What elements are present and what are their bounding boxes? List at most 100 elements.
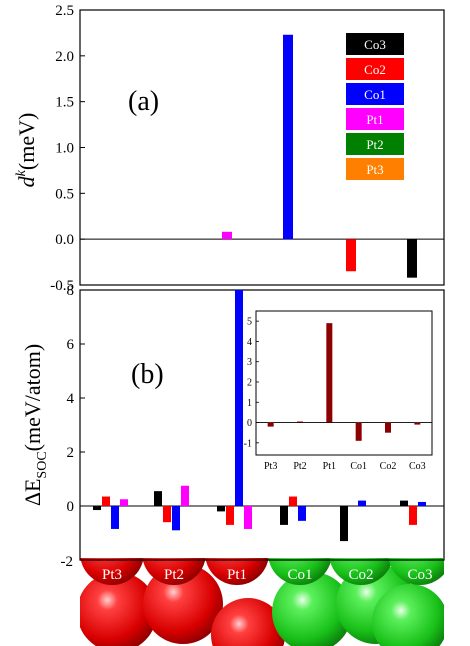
inset-bar (385, 422, 391, 433)
atom-label: Co3 (407, 567, 432, 583)
bar-pt1 (181, 485, 189, 506)
y-tick-label: 1.0 (55, 141, 74, 157)
inset-bar (414, 422, 421, 425)
legend-swatch (346, 83, 404, 105)
bar-co3 (93, 506, 101, 511)
inset-x-tick-label: Co3 (409, 461, 426, 472)
legend-label: Co2 (364, 62, 386, 77)
bar-co1 (418, 501, 426, 506)
pt-atom (80, 558, 144, 585)
inset-y-tick-label: -1 (244, 438, 252, 449)
bar-co1 (283, 34, 293, 240)
inset-x-tick-label: Co1 (350, 461, 367, 472)
bar-co1 (111, 506, 119, 529)
legend-label: Pt3 (366, 162, 383, 177)
y-tick-label: 4 (67, 391, 75, 407)
bar-co2 (346, 239, 356, 272)
legend-label: Pt1 (366, 112, 383, 127)
atom-label: Pt1 (227, 567, 247, 583)
atom-labels: Pt3 Pt2 Pt1 Co1 Co2 Co3 (102, 567, 433, 583)
bar-pt1 (244, 506, 252, 529)
legend-label: Co1 (364, 87, 386, 102)
y-tick-label: 8 (67, 283, 75, 299)
inset-bar (267, 422, 274, 427)
panel-a-bars (222, 34, 417, 278)
legend-swatch (346, 133, 404, 155)
inset-y-ticks: 5 4 3 2 1 0 -1 (244, 317, 259, 449)
inset-x-labels: Pt3 Pt2 Pt1 Co1 Co2 Co3 (264, 461, 426, 472)
atom-label: Pt3 (102, 567, 122, 583)
panel-b-ylabel: ΔESOC(meV/atom) (20, 344, 50, 506)
inset-bar (326, 323, 333, 423)
bar-pt1 (120, 499, 128, 506)
inset-y-tick-label: 3 (247, 357, 252, 368)
bar-co2 (163, 506, 171, 523)
bar-co3 (407, 239, 417, 278)
inset-y-tick-label: 4 (247, 337, 252, 348)
panel-a: 2.5 2.0 1.5 1.0 0.5 0.0 -0.5 (a) Co3 Co2 Co1 Pt1 P… (14, 3, 445, 294)
y-tick-label: 0.0 (55, 232, 74, 248)
y-tick-label: 1.5 (55, 95, 74, 111)
bar-co1 (235, 290, 243, 506)
y-tick-label: -0.5 (50, 278, 74, 294)
legend-label: Pt2 (366, 137, 383, 152)
panel-b-label: (b) (131, 359, 164, 390)
pt-atom-back (80, 572, 157, 646)
bar-co3 (154, 491, 162, 506)
co-atom (329, 558, 393, 585)
inset-y-tick-label: 5 (247, 317, 252, 328)
panel-b-bars (93, 290, 426, 542)
atom-label: Pt2 (164, 567, 184, 583)
co-atom (268, 558, 332, 585)
bar-co1 (358, 500, 366, 506)
pt-atom (142, 558, 206, 585)
y-tick-label: 0.5 (55, 186, 74, 202)
bar-co3 (280, 506, 288, 525)
legend-label: Co3 (364, 37, 386, 52)
atom-label: Co2 (348, 567, 373, 583)
bar-pt1 (222, 231, 232, 240)
y-tick-label: 2 (67, 445, 75, 461)
inset-frame (255, 310, 433, 456)
inset-y-tick-label: 1 (247, 398, 252, 409)
bar-co2 (102, 496, 110, 506)
panel-a-legend: Co3 Co2 Co1 Pt1 Pt2 Pt3 (346, 33, 404, 180)
y-tick-label: 2.5 (55, 3, 74, 19)
pt-atom-back (143, 564, 223, 644)
inset-bars (267, 323, 421, 441)
panel-a-label: (a) (128, 86, 159, 117)
bar-co2 (409, 506, 417, 525)
co-atom-back (272, 572, 352, 646)
bar-co3 (217, 506, 225, 512)
panel-a-ylabel: dk(meV) (14, 113, 39, 188)
panel-b: 8 6 4 2 0 (b) ΔESOC(meV/atom) 5 4 3 2 1 0 -1 Pt3 Pt… (20, 283, 445, 561)
inset-bar (355, 422, 362, 441)
panel-b-y-ticks: 8 6 4 2 0 (67, 283, 85, 561)
bar-co3 (340, 506, 348, 542)
inset-x-tick-label: Pt2 (293, 461, 306, 472)
legend-swatch (346, 108, 404, 130)
pt-atom-back (211, 598, 285, 646)
y-tick-label: 0 (67, 499, 75, 515)
atom-strip: Pt3 Pt2 Pt1 Co1 Co2 Co3 (80, 558, 444, 646)
panel-b-tick-label: -2 (61, 554, 74, 570)
panel-a-y-ticks: 2.5 2.0 1.5 1.0 0.5 0.0 -0.5 (50, 3, 85, 294)
legend-swatch (346, 58, 404, 80)
co-atom-back (372, 584, 444, 646)
inset-x-tick-label: Pt1 (323, 461, 336, 472)
bar-co2 (289, 496, 297, 506)
pt-atom (205, 558, 269, 585)
legend-swatch (346, 33, 404, 55)
y-tick-label: 6 (67, 337, 75, 353)
bar-co2 (226, 506, 234, 525)
inset-bar (297, 421, 303, 423)
bar-co1 (298, 506, 306, 521)
y-tick-label: 2.0 (55, 49, 74, 65)
inset-y-tick-label: 0 (247, 418, 252, 429)
co-atom (388, 558, 444, 585)
inset-y-tick-label: 2 (247, 377, 252, 388)
legend-swatch (346, 158, 404, 180)
inset-x-tick-label: Pt3 (264, 461, 277, 472)
atom-label: Co1 (287, 567, 312, 583)
